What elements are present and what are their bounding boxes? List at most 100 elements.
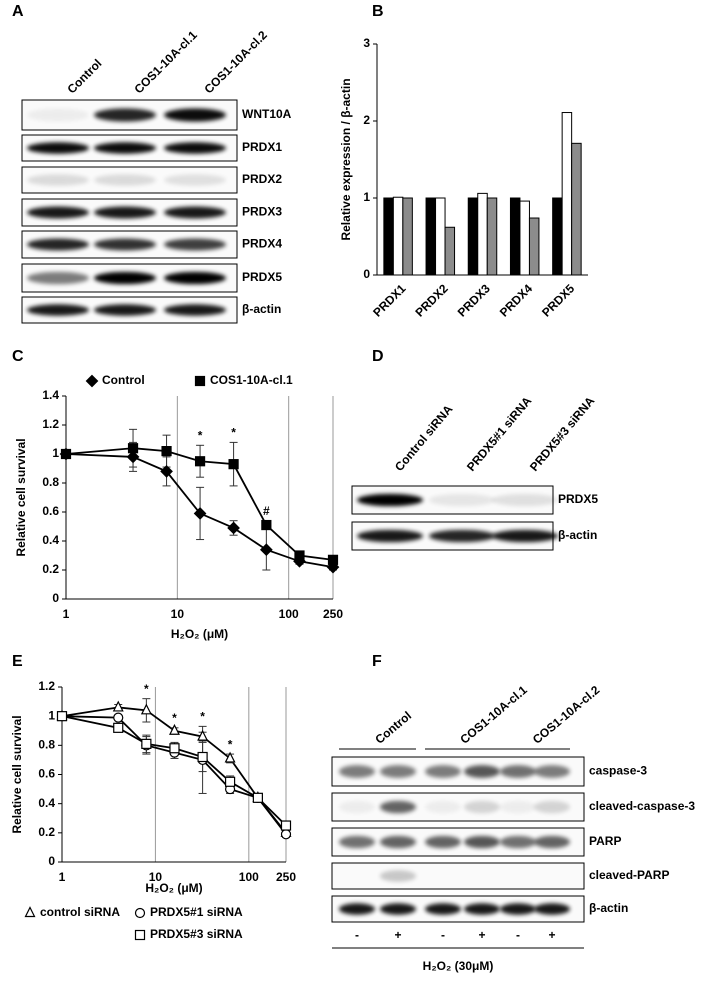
blot-band xyxy=(380,765,416,778)
bar xyxy=(571,142,582,276)
blot-band xyxy=(425,765,461,778)
marker xyxy=(141,738,152,749)
column-label: COS1-10A-cl.1 xyxy=(131,28,200,97)
marker xyxy=(280,820,292,831)
blot-band xyxy=(425,835,461,849)
legend-marker xyxy=(194,375,206,387)
marker xyxy=(261,519,272,531)
marker xyxy=(224,751,236,763)
blot-band xyxy=(464,765,500,778)
blot-band xyxy=(534,800,570,814)
blot-band xyxy=(27,108,89,122)
annotation: * xyxy=(172,711,177,725)
marker xyxy=(112,700,124,712)
lane-sign: - xyxy=(516,928,520,942)
x-tick-label: 100 xyxy=(239,870,259,884)
y-tick-label: 0 xyxy=(48,854,55,868)
y-tick-label: 0 xyxy=(363,267,370,281)
annotation: # xyxy=(263,504,270,518)
panel-letter: B xyxy=(372,3,384,20)
legend-marker xyxy=(24,906,36,918)
marker xyxy=(60,448,72,460)
blot-band xyxy=(164,238,226,251)
y-axis-label: Relative cell survival xyxy=(10,715,24,833)
x-tick-label: 1 xyxy=(63,607,70,621)
blot-band xyxy=(94,174,156,186)
annotation: * xyxy=(228,737,233,751)
blot-band xyxy=(380,870,416,882)
blot-band xyxy=(357,493,423,507)
y-axis-label: Relative expression / β-actin xyxy=(339,78,353,240)
marker xyxy=(193,507,207,520)
x-tick-label: PRDX2 xyxy=(412,281,450,319)
bar xyxy=(383,197,394,276)
blot-band xyxy=(27,271,89,285)
bar xyxy=(444,226,456,276)
blot-band xyxy=(380,835,416,849)
blot-band xyxy=(339,903,375,915)
blot-band xyxy=(534,765,570,778)
blot-band xyxy=(164,108,226,122)
blot-band xyxy=(464,835,500,849)
row-label: PRDX1 xyxy=(242,140,282,154)
bar xyxy=(519,200,530,276)
treatment-label: H₂O₂ (30μM) xyxy=(423,959,494,973)
row-label: PRDX5 xyxy=(242,270,282,284)
row-label: WNT10A xyxy=(242,107,292,121)
legend-label: Control xyxy=(102,373,145,387)
blot-band xyxy=(380,800,416,814)
legend-label: control siRNA xyxy=(40,905,120,919)
blot-band xyxy=(500,765,536,778)
y-tick-label: 0.2 xyxy=(42,562,59,576)
marker xyxy=(160,465,173,478)
y-tick-label: 0.2 xyxy=(38,825,55,839)
blot-band xyxy=(534,903,570,915)
series-line xyxy=(65,447,334,561)
y-tick-label: 0 xyxy=(52,591,59,605)
marker xyxy=(327,554,339,565)
x-tick-label: 100 xyxy=(279,607,299,621)
row-label: PRDX3 xyxy=(242,205,282,219)
y-tick-label: 0.4 xyxy=(42,533,59,547)
row-label: PRDX5 xyxy=(558,492,598,506)
blot-band xyxy=(94,304,156,316)
group-label: COS1-10A-cl.1 xyxy=(457,683,530,747)
y-tick-label: 0.8 xyxy=(42,475,59,489)
y-tick-label: 1.4 xyxy=(42,388,59,402)
panel-letter: F xyxy=(372,653,382,670)
row-label: β-actin xyxy=(558,528,597,542)
blot-band xyxy=(500,903,536,915)
row-label: PRDX2 xyxy=(242,172,282,186)
x-axis-label: H₂O₂ (μM) xyxy=(145,881,202,895)
legend-label: PRDX5#3 siRNA xyxy=(150,927,243,941)
column-label: Control xyxy=(64,56,104,96)
marker xyxy=(56,711,68,722)
x-tick-label: 10 xyxy=(149,870,163,884)
blot-band xyxy=(94,108,156,122)
blot-frame xyxy=(331,862,585,890)
y-tick-label: 1 xyxy=(48,708,55,722)
row-label: β-actin xyxy=(242,302,281,316)
bar xyxy=(435,197,446,276)
bar xyxy=(467,197,479,276)
y-tick-label: 3 xyxy=(363,36,370,50)
blot-band xyxy=(534,835,570,849)
column-label: COS1-10A-cl.2 xyxy=(201,28,270,97)
panel-letter: A xyxy=(12,3,24,20)
blot-band xyxy=(339,835,375,849)
legend-label: COS1-10A-cl.1 xyxy=(210,373,293,387)
blot-band xyxy=(27,304,89,316)
marker xyxy=(140,703,152,715)
marker xyxy=(280,829,292,840)
x-tick-label: 250 xyxy=(323,607,343,621)
y-tick-label: 0.8 xyxy=(38,738,55,752)
blot-band xyxy=(164,206,226,219)
annotation: * xyxy=(200,710,205,724)
group-label: Control xyxy=(372,709,414,747)
blot-band xyxy=(164,142,226,154)
bar xyxy=(477,192,488,276)
x-tick-label: PRDX3 xyxy=(455,281,493,319)
y-tick-label: 2 xyxy=(363,113,370,127)
blot-band xyxy=(429,493,495,507)
